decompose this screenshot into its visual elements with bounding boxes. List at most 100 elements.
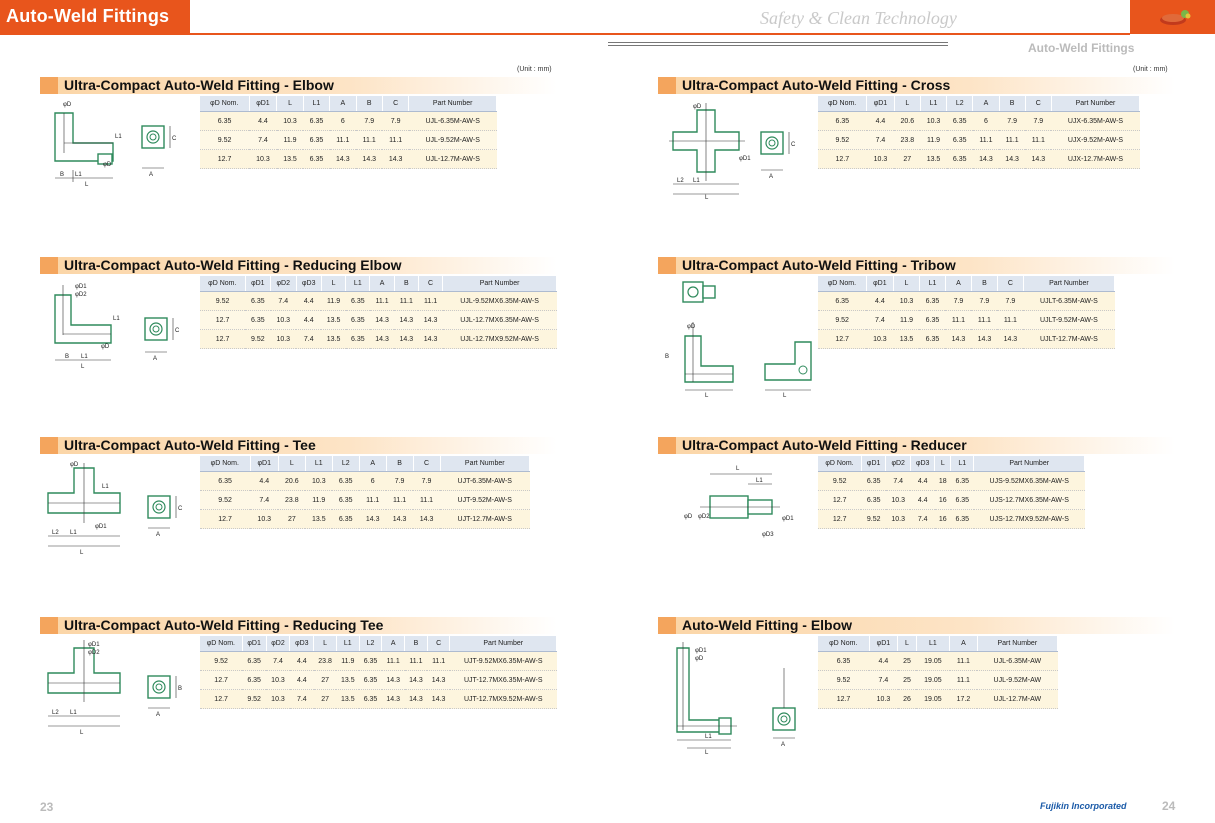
table-row: 12.7 10.3 27 13.5 6.35 14.3 14.3 14.3 UJX-12.7M-… bbox=[818, 149, 1140, 169]
table-cell: 4.4 bbox=[289, 651, 314, 671]
table-cell: 27 bbox=[313, 689, 337, 709]
table-header-row: φD Nom. φD1 L L1 L2 A B C Part Number bbox=[200, 456, 530, 472]
svg-text:L1: L1 bbox=[756, 478, 763, 484]
table-cell: 6.35 bbox=[359, 670, 382, 690]
column-header: B bbox=[999, 96, 1026, 112]
table-cell: 7.4 bbox=[885, 471, 911, 491]
section-header-reducing-tee: Ultra-Compact Auto-Weld Fitting - Reduci… bbox=[40, 617, 557, 634]
auto-weld-elbow-drawing: φD1 φD L1 L A bbox=[676, 642, 796, 755]
table-cell: 12.7 bbox=[200, 329, 246, 349]
table-cell: 6 bbox=[359, 471, 387, 491]
table-cell: UJS-9.52MX6.35M-AW-S bbox=[973, 471, 1085, 491]
section-header-auto-weld-elbow: Auto-Weld Fitting - Elbow bbox=[658, 617, 1175, 634]
table-cell: 4.4 bbox=[249, 111, 277, 131]
table-cell: 11.1 bbox=[413, 490, 440, 510]
table-cell: 11.1 bbox=[999, 130, 1026, 150]
table-cell: 4.4 bbox=[866, 111, 895, 131]
section-title: Ultra-Compact Auto-Weld Fitting - Reduci… bbox=[64, 617, 384, 633]
table-cell: 10.3 bbox=[920, 111, 947, 131]
table-cell: 7.4 bbox=[869, 670, 898, 690]
table-cell: 11.1 bbox=[356, 130, 383, 150]
table-cell: 14.3 bbox=[386, 509, 414, 529]
page-number-left: 23 bbox=[40, 800, 54, 814]
svg-text:φD: φD bbox=[103, 162, 112, 168]
svg-text:L1: L1 bbox=[113, 316, 120, 322]
column-header: φD Nom. bbox=[818, 276, 867, 292]
table-row: 9.52 6.35 7.4 4.4 11.9 6.35 11.1 11.1 11.1 UJL-9.… bbox=[200, 291, 557, 311]
column-header: φD1 bbox=[249, 96, 278, 112]
table-cell: 6 bbox=[329, 111, 357, 131]
table-row: 12.7 10.3 13.5 6.35 14.3 14.3 14.3 UJLT-12.7M-A… bbox=[818, 329, 1115, 349]
column-header: Part Number bbox=[449, 636, 557, 652]
table-cell: 7.9 bbox=[997, 291, 1024, 311]
table-cell: 7.9 bbox=[382, 111, 409, 131]
table-row: 9.52 7.4 25 19.05 11.1 UJL-9.52M-AW bbox=[818, 670, 1058, 690]
table-cell: 10.3 bbox=[885, 490, 911, 510]
column-header: φD Nom. bbox=[818, 636, 870, 652]
table-cell: 10.3 bbox=[266, 670, 290, 690]
spec-table-reducing-tee: φD Nom. φD1 φD2 φD3 L L1 L2 A B C Part Number 9.52 6… bbox=[200, 636, 557, 709]
svg-text:φD: φD bbox=[695, 656, 704, 662]
svg-text:φD: φD bbox=[70, 462, 79, 468]
table-cell: 23.8 bbox=[894, 130, 921, 150]
table-cell: 11.1 bbox=[386, 490, 414, 510]
svg-text:L1: L1 bbox=[81, 354, 88, 360]
svg-text:φD1: φD1 bbox=[88, 642, 100, 648]
svg-text:L1: L1 bbox=[115, 134, 122, 140]
svg-text:L2: L2 bbox=[52, 710, 59, 716]
table-cell: 7.9 bbox=[971, 291, 998, 311]
spec-table-reducer: φD Nom. φD1 φD2 φD3 L L1 Part Number 9.52 6.35 7.… bbox=[818, 456, 1085, 529]
column-header: φD Nom. bbox=[818, 96, 868, 112]
section-header-reducing-elbow: Ultra-Compact Auto-Weld Fitting - Reduci… bbox=[40, 257, 557, 274]
table-cell: 14.3 bbox=[369, 329, 395, 349]
table-row: 9.52 6.35 7.4 4.4 23.8 11.9 6.35 11.1 11.1 11.1 UJ… bbox=[200, 651, 557, 671]
table-cell: UJT-12.7M-AW-S bbox=[440, 509, 530, 529]
table-cell: 10.3 bbox=[249, 149, 277, 169]
table-cell: 7.9 bbox=[356, 111, 383, 131]
column-header: A bbox=[949, 636, 978, 652]
svg-text:L: L bbox=[705, 195, 709, 200]
table-row: 6.35 4.4 20.6 10.3 6.35 6 7.9 7.9 UJX-6.35M-AW-S bbox=[818, 111, 1140, 131]
column-header: A bbox=[972, 96, 1000, 112]
spec-table-auto-weld-elbow: φD Nom. φD1 L L1 A Part Number 6.35 4.4 25 19.05 1… bbox=[818, 636, 1059, 709]
table-cell: UJS-12.7MX6.35M-AW-S bbox=[973, 490, 1085, 510]
table-cell: 7.4 bbox=[270, 291, 296, 311]
table-cell: 12.7 bbox=[818, 490, 862, 510]
table-cell: 13.5 bbox=[321, 329, 346, 349]
svg-text:A: A bbox=[156, 712, 160, 718]
table-cell: 14.3 bbox=[404, 689, 428, 709]
table-cell: 27 bbox=[313, 670, 337, 690]
svg-text:L: L bbox=[80, 550, 84, 556]
table-cell: 11.1 bbox=[404, 651, 428, 671]
table-cell: 10.3 bbox=[866, 329, 894, 349]
table-cell: 14.3 bbox=[418, 329, 443, 349]
svg-text:B: B bbox=[60, 172, 64, 178]
column-header: φD1 bbox=[866, 276, 895, 292]
svg-text:L1: L1 bbox=[693, 178, 700, 184]
svg-text:L: L bbox=[80, 730, 84, 736]
table-cell: 7.4 bbox=[266, 651, 290, 671]
spec-table-reducing-elbow: φD Nom. φD1 φD2 φD3 L L1 A B C Part Number 9.52 6.3… bbox=[200, 276, 557, 349]
column-header: B bbox=[386, 456, 414, 472]
table-cell: 14.3 bbox=[999, 149, 1026, 169]
column-header: B bbox=[394, 276, 419, 292]
table-cell: 4.4 bbox=[296, 310, 322, 330]
column-header: L1 bbox=[916, 636, 951, 652]
table-cell: 9.52 bbox=[861, 509, 886, 529]
svg-text:L2: L2 bbox=[677, 178, 684, 184]
column-header: C bbox=[427, 636, 451, 652]
svg-text:φD1: φD1 bbox=[695, 648, 707, 654]
table-cell: 14.3 bbox=[359, 509, 387, 529]
table-cell: UJX-6.35M-AW-S bbox=[1051, 111, 1140, 131]
table-cell: 10.3 bbox=[866, 149, 895, 169]
table-cell: UJL-6.35M-AW-S bbox=[408, 111, 497, 131]
table-cell: 11.1 bbox=[418, 291, 443, 311]
svg-text:A: A bbox=[769, 174, 773, 180]
table-cell: UJS-12.7MX9.52M-AW-S bbox=[973, 509, 1085, 529]
column-header: Part Number bbox=[440, 456, 530, 472]
table-row: 12.7 9.52 10.3 7.4 16 6.35 UJS-12.7MX9.52M-AW-… bbox=[818, 509, 1085, 529]
column-header: A bbox=[381, 636, 406, 652]
table-cell: 11.1 bbox=[972, 130, 1000, 150]
column-header: φD3 bbox=[296, 276, 322, 292]
svg-text:C: C bbox=[172, 136, 177, 142]
